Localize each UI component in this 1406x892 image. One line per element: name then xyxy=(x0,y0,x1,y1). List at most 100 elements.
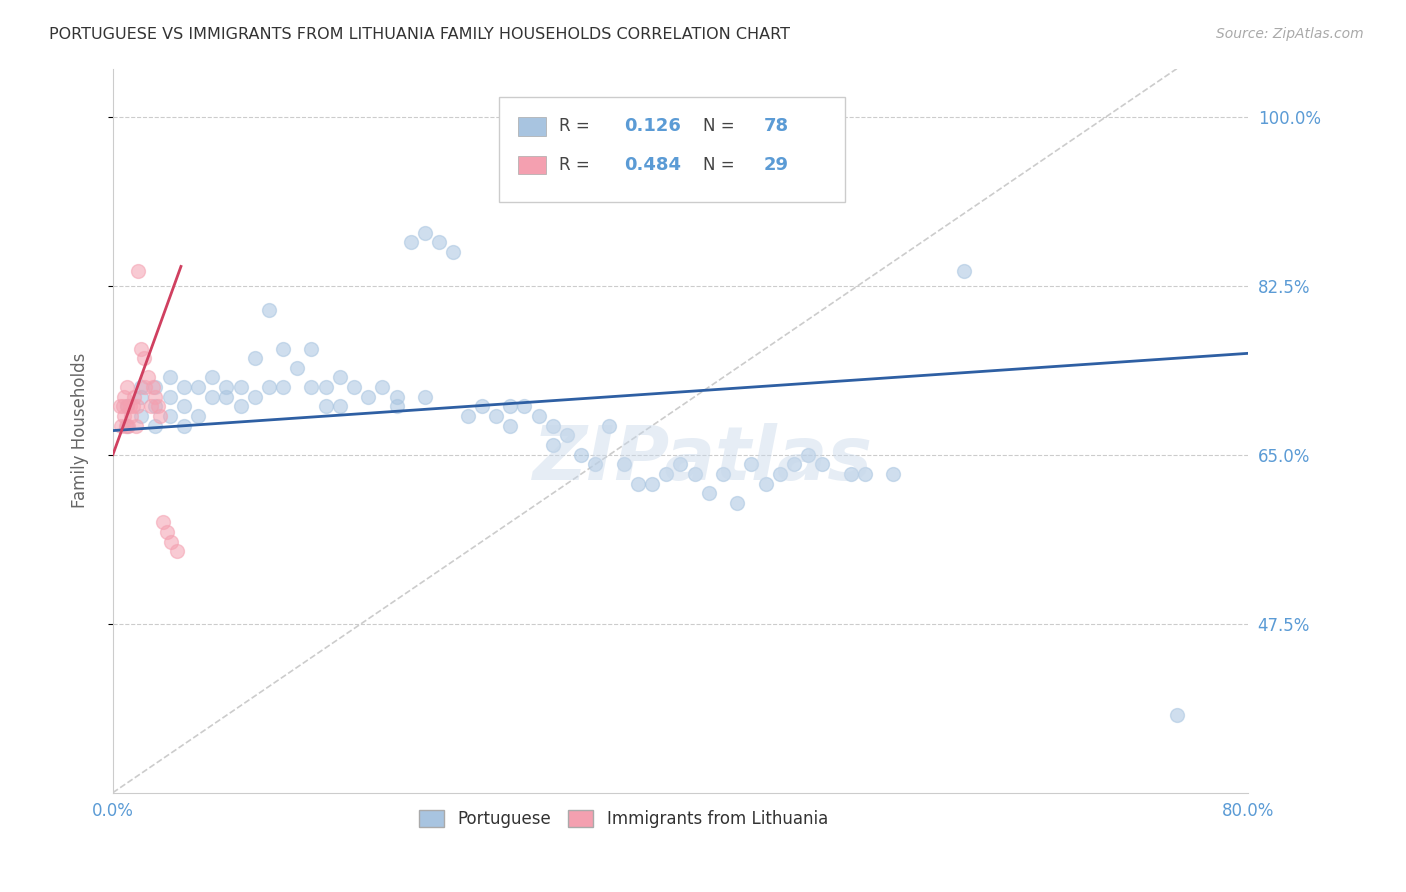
Point xyxy=(385,400,408,414)
FancyBboxPatch shape xyxy=(517,156,547,174)
Point xyxy=(243,351,266,366)
Point xyxy=(541,438,564,452)
Point xyxy=(115,400,138,414)
Point xyxy=(953,264,976,278)
Point xyxy=(152,516,174,530)
Point xyxy=(669,458,692,472)
Legend: Portuguese, Immigrants from Lithuania: Portuguese, Immigrants from Lithuania xyxy=(413,804,835,835)
Point xyxy=(118,400,141,414)
Point xyxy=(413,226,436,240)
Point xyxy=(243,390,266,404)
Point xyxy=(114,418,136,433)
Point xyxy=(110,418,132,433)
Point xyxy=(229,380,252,394)
Point xyxy=(555,428,578,442)
Point xyxy=(145,390,167,404)
Point xyxy=(159,390,181,404)
Point xyxy=(257,380,280,394)
Text: R =: R = xyxy=(560,118,589,136)
Point xyxy=(142,380,165,394)
Point xyxy=(129,342,152,356)
Point xyxy=(111,400,134,414)
Point xyxy=(129,380,152,394)
Point xyxy=(811,458,834,472)
Point xyxy=(229,400,252,414)
Point xyxy=(598,418,620,433)
Point xyxy=(499,418,522,433)
Text: N =: N = xyxy=(703,118,735,136)
Point xyxy=(541,418,564,433)
Point xyxy=(215,390,238,404)
Point xyxy=(257,302,280,317)
Point xyxy=(134,380,156,394)
Point xyxy=(115,418,138,433)
Point xyxy=(413,390,436,404)
Point xyxy=(120,409,142,423)
Point xyxy=(427,235,450,250)
Point xyxy=(132,351,155,366)
Point xyxy=(399,235,422,250)
Text: 78: 78 xyxy=(763,118,789,136)
Point xyxy=(201,390,224,404)
Point xyxy=(187,409,209,423)
Point xyxy=(136,370,159,384)
Point xyxy=(285,360,308,375)
Point xyxy=(122,390,145,404)
Point xyxy=(441,244,464,259)
FancyBboxPatch shape xyxy=(517,118,547,136)
Point xyxy=(301,380,323,394)
Point xyxy=(485,409,508,423)
Text: PORTUGUESE VS IMMIGRANTS FROM LITHUANIA FAMILY HOUSEHOLDS CORRELATION CHART: PORTUGUESE VS IMMIGRANTS FROM LITHUANIA … xyxy=(49,27,790,42)
Point xyxy=(129,390,152,404)
Point xyxy=(117,418,139,433)
Point xyxy=(301,342,323,356)
Point xyxy=(839,467,862,481)
Point xyxy=(697,486,720,500)
Point xyxy=(882,467,904,481)
Text: 29: 29 xyxy=(763,156,789,174)
Point xyxy=(315,380,337,394)
Point xyxy=(148,400,170,414)
Text: N =: N = xyxy=(703,156,735,174)
Text: 0.126: 0.126 xyxy=(624,118,681,136)
Point xyxy=(783,458,806,472)
Point xyxy=(112,409,135,423)
Point xyxy=(215,380,238,394)
Point xyxy=(173,418,195,433)
Point xyxy=(159,409,181,423)
Point xyxy=(173,380,195,394)
Point xyxy=(145,418,167,433)
Point xyxy=(329,400,352,414)
Point xyxy=(343,380,366,394)
Point xyxy=(201,370,224,384)
Y-axis label: Family Households: Family Households xyxy=(72,353,89,508)
Point xyxy=(613,458,636,472)
Point xyxy=(115,380,138,394)
Point xyxy=(583,458,606,472)
Point xyxy=(125,400,148,414)
Point xyxy=(499,400,522,414)
Point xyxy=(627,476,650,491)
Point xyxy=(124,418,146,433)
Point xyxy=(769,467,792,481)
Point xyxy=(725,496,748,510)
Point xyxy=(141,400,163,414)
Point xyxy=(683,467,706,481)
Point xyxy=(108,400,131,414)
Point xyxy=(569,448,592,462)
Point xyxy=(371,380,394,394)
Point xyxy=(112,390,135,404)
Point xyxy=(129,409,152,423)
Point xyxy=(527,409,550,423)
Point xyxy=(740,458,762,472)
Point xyxy=(115,400,138,414)
Point xyxy=(127,264,149,278)
Text: ZIPatlas: ZIPatlas xyxy=(533,423,873,496)
Point xyxy=(711,467,734,481)
Point xyxy=(513,400,536,414)
Point xyxy=(121,400,143,414)
Point xyxy=(145,380,167,394)
Point xyxy=(853,467,876,481)
Point xyxy=(641,476,664,491)
Point xyxy=(655,467,678,481)
